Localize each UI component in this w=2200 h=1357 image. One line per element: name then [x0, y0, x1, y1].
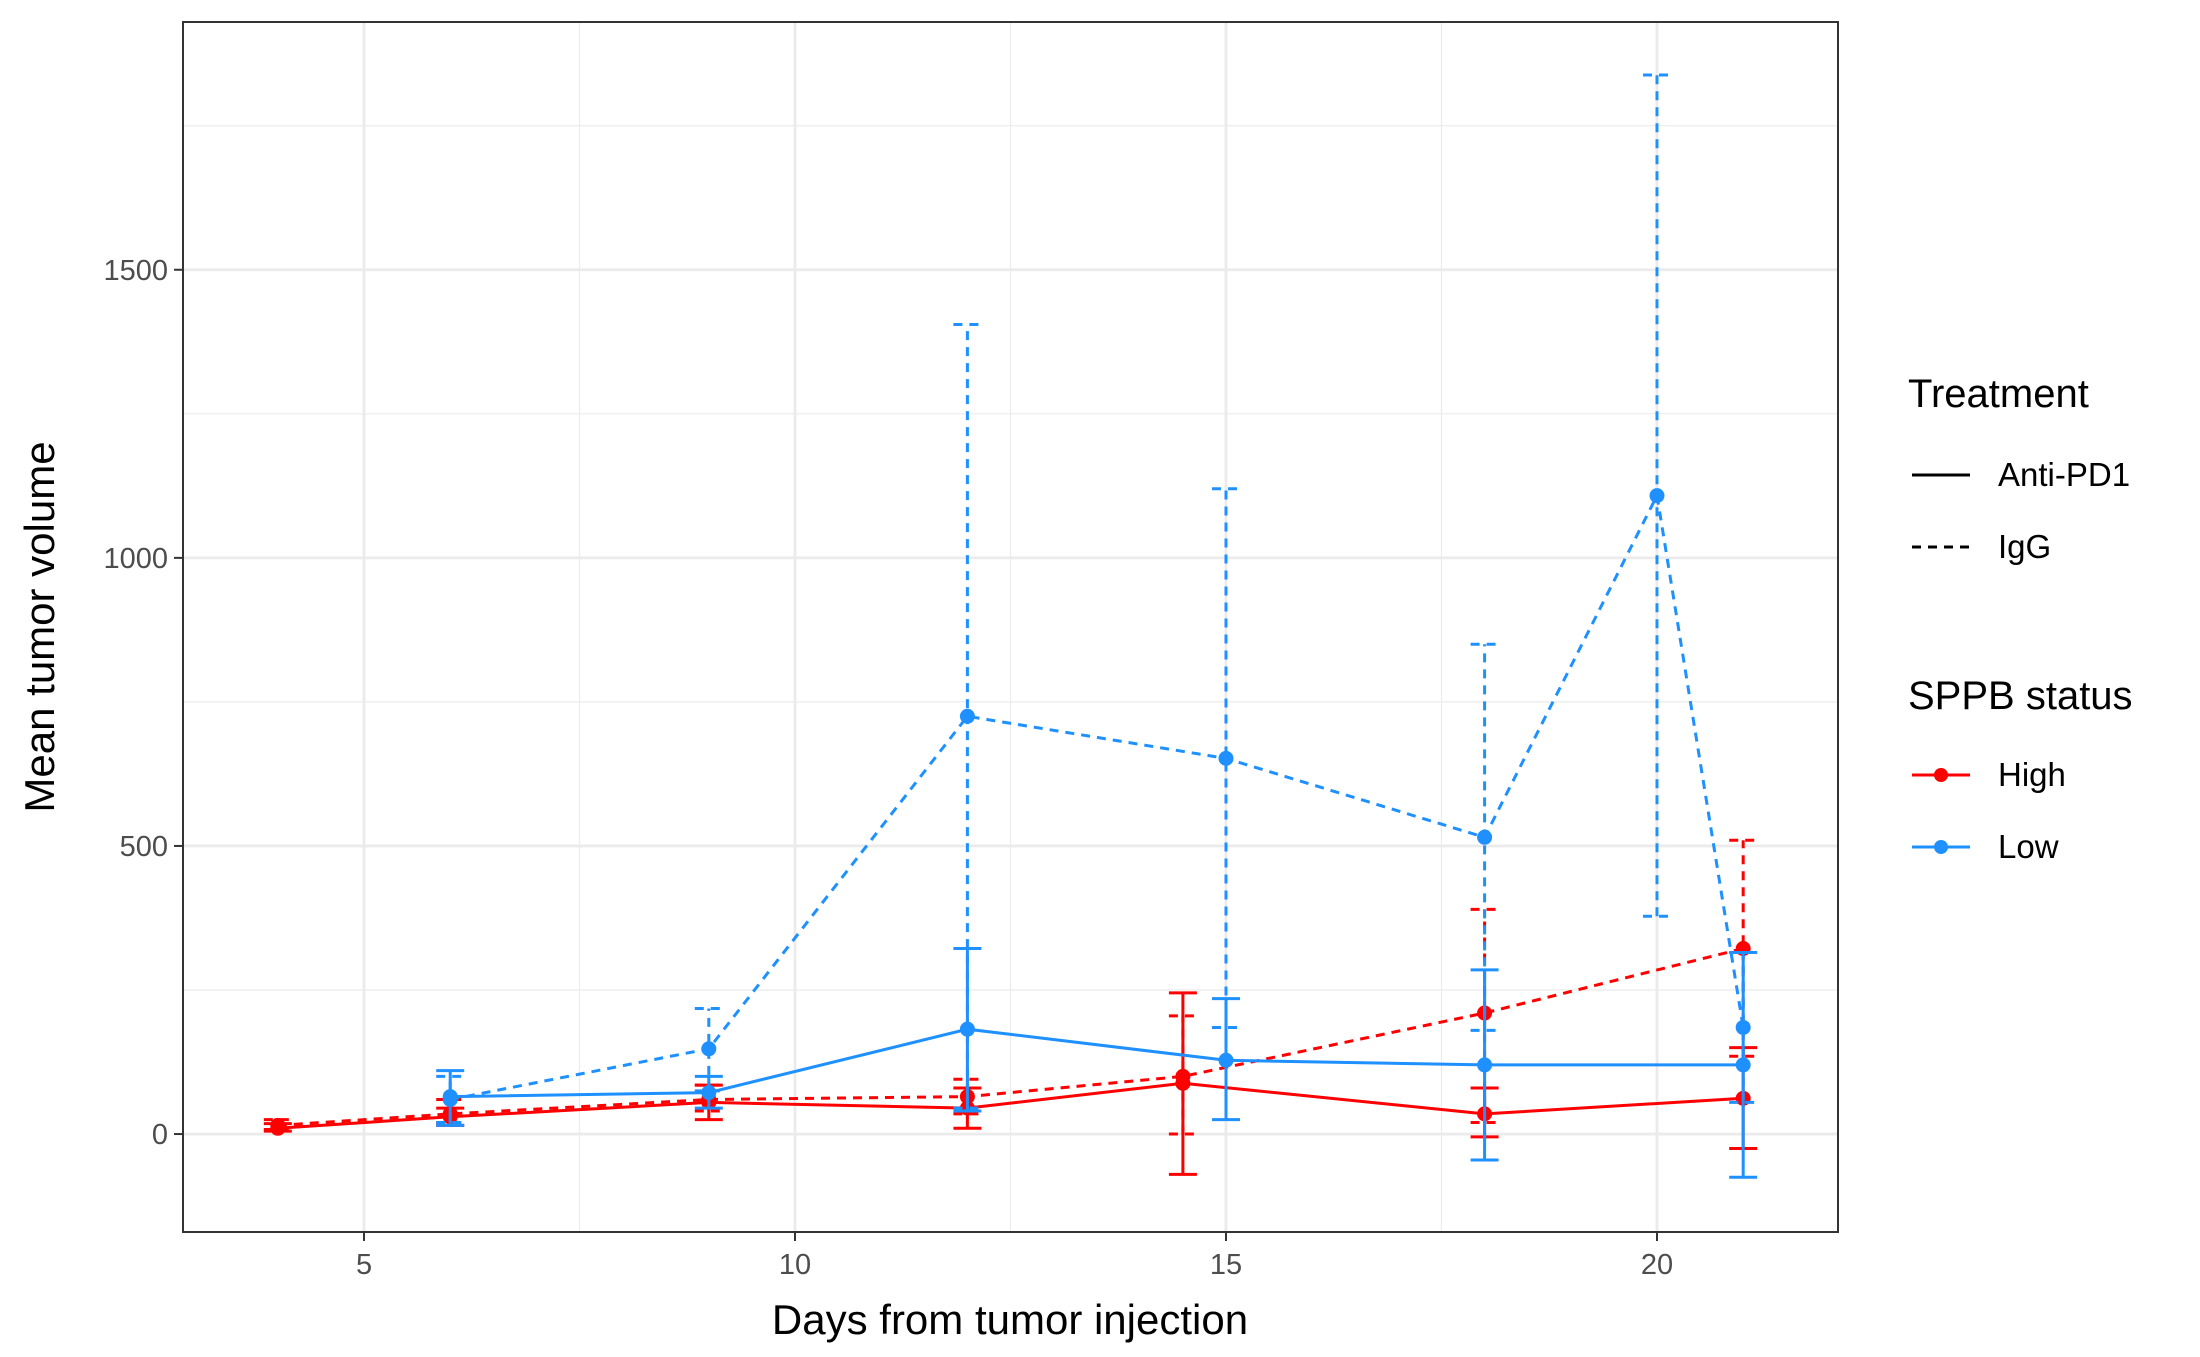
legend-key-low-point: [1934, 840, 1948, 854]
data-point: [270, 1117, 286, 1133]
legend-status-title: SPPB status: [1908, 674, 2133, 718]
data-point: [701, 1085, 717, 1101]
y-tick-label: 500: [120, 831, 168, 863]
legend-label-low: Low: [1998, 828, 2059, 865]
series-line: [450, 1027, 1744, 1099]
error-bar: [1168, 1014, 1197, 1136]
legend-status: SPPB status High Low: [1908, 674, 2133, 865]
legend-label-anti-pd1: Anti-PD1: [1998, 456, 2130, 493]
data-point: [1477, 829, 1493, 845]
data-point: [1649, 488, 1665, 504]
data-point: [1477, 1057, 1493, 1073]
y-tick-label: 0: [152, 1119, 168, 1151]
y-axis: 0 500 1000 1500: [103, 255, 183, 1151]
y-tick-label: 1000: [103, 543, 168, 575]
plot-border: [182, 21, 1839, 1233]
x-tick-label: 5: [356, 1249, 372, 1281]
series-low-igg: [436, 73, 1758, 1125]
data-point: [959, 708, 975, 724]
error-bar: [694, 1006, 723, 1093]
x-tick-label: 10: [779, 1249, 811, 1281]
legend-label-igg: IgG: [1998, 528, 2051, 565]
y-axis-title: Mean tumor volume: [16, 441, 63, 812]
x-tick-label: 20: [1641, 1249, 1673, 1281]
x-axis: 5 10 15 20: [356, 1232, 1673, 1281]
data-point: [959, 1021, 975, 1037]
data-point: [442, 1091, 458, 1107]
legend-treatment: Treatment Anti-PD1 IgG: [1908, 372, 2130, 565]
data-point: [1175, 1068, 1191, 1084]
x-axis-title: Days from tumor injection: [772, 1296, 1248, 1343]
legend-key-high-point: [1934, 768, 1948, 782]
y-tick-label: 1500: [103, 255, 168, 287]
x-tick-label: 15: [1210, 1249, 1242, 1281]
legend-label-high: High: [1998, 756, 2066, 793]
error-bar: [1729, 951, 1758, 1104]
legend-treatment-title: Treatment: [1908, 372, 2089, 416]
data-point: [1735, 1019, 1751, 1035]
error-bar: [1211, 487, 1240, 1029]
data-point: [1218, 750, 1234, 766]
series-layer: [263, 73, 1758, 1179]
data-point: [1218, 1052, 1234, 1068]
data-point: [701, 1041, 717, 1057]
